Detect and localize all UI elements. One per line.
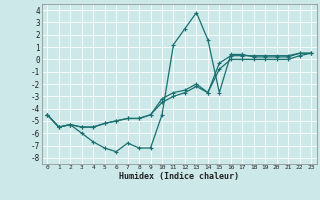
X-axis label: Humidex (Indice chaleur): Humidex (Indice chaleur) <box>119 172 239 181</box>
